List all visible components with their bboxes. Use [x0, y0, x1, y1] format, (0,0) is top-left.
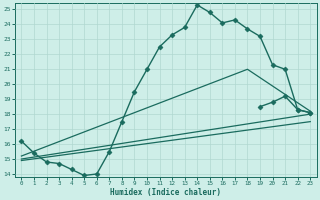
X-axis label: Humidex (Indice chaleur): Humidex (Indice chaleur) [110, 188, 221, 197]
